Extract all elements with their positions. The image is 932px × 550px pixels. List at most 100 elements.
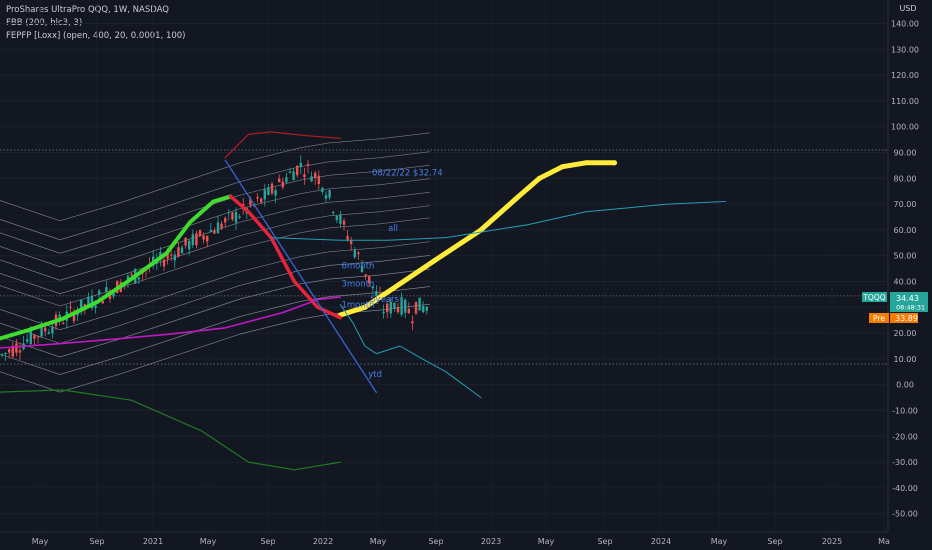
projection-point [559, 164, 565, 170]
candle-body [404, 299, 407, 313]
candle-body [18, 350, 22, 353]
y-tick-label: 40.00 [894, 278, 917, 287]
projection-point [513, 196, 519, 202]
indicator-fepfp: FEPFP [Loxx] (open, 400, 20, 0.0001, 100… [6, 31, 186, 41]
chart-annotation: ytd [368, 370, 382, 380]
projection-point [583, 160, 589, 166]
candle-body [389, 301, 392, 314]
candle-body [324, 195, 328, 199]
candle-body [382, 311, 385, 314]
symbol-tag-text: TQQQ [862, 293, 885, 302]
candle-body [292, 171, 295, 181]
x-tick-label: 2021 [143, 537, 163, 546]
candle-body [44, 327, 47, 332]
candle-body [47, 332, 50, 334]
candle-body [188, 240, 191, 250]
candle-body [206, 236, 209, 242]
candle-body [296, 165, 299, 176]
pre-market-price: 33.89 [895, 314, 918, 323]
candle-body [263, 189, 266, 200]
time-axis[interactable] [0, 532, 932, 550]
candle-body [278, 178, 281, 183]
candle-body [353, 250, 356, 258]
candle-body [90, 296, 94, 309]
candle-body [267, 187, 270, 195]
candle-body [209, 229, 212, 232]
series-line-magenta-line [0, 296, 342, 349]
candle-body [350, 240, 353, 244]
y-tick-label: 120.00 [891, 71, 919, 80]
candle-body [216, 222, 220, 234]
candle-body [80, 299, 83, 313]
candle-body [303, 174, 306, 178]
x-tick-label: Sep [428, 537, 443, 546]
envelope-band [0, 132, 431, 222]
candle-body [281, 181, 284, 188]
series-line-cyan-all [270, 201, 726, 241]
x-tick-label: Sep [767, 537, 782, 546]
candle-body [11, 345, 14, 357]
projection-point [611, 160, 617, 166]
symbol-tag [862, 292, 887, 302]
series-line-moving-average-green [0, 194, 233, 341]
candle-body [234, 211, 238, 223]
candle-body [137, 277, 140, 280]
x-tick-label: 2022 [313, 537, 333, 546]
candle-body [396, 306, 400, 313]
bar-countdown: 08:48:31 [896, 304, 925, 312]
candle-body [33, 334, 36, 339]
candle-body [288, 171, 292, 173]
candle-body [310, 176, 313, 182]
candle-body [8, 349, 11, 353]
y-tick-label: -50.00 [892, 510, 918, 519]
candle-body [198, 230, 202, 237]
candle-body [62, 322, 65, 324]
candle-body [94, 305, 97, 308]
x-tick-label: Sep [260, 537, 275, 546]
candle-body [83, 304, 86, 307]
envelope-band [0, 151, 431, 241]
candle-body [29, 329, 32, 344]
x-tick-label: May [32, 537, 49, 546]
candle-body [69, 306, 72, 308]
envelope-band [0, 164, 431, 254]
candle-body [162, 259, 166, 267]
y-tick-label: 10.00 [894, 355, 917, 364]
y-tick-label: -30.00 [892, 458, 918, 467]
x-tick-label: Sep [597, 537, 612, 546]
candle-body [126, 275, 130, 281]
y-tick-label: 50.00 [894, 252, 917, 261]
price-axis[interactable] [888, 0, 932, 532]
candle-body [98, 290, 101, 295]
candle-body [407, 308, 410, 314]
candle-body [112, 291, 115, 297]
pre-market-price-tag [890, 313, 918, 323]
candle-body [202, 235, 205, 240]
candle-body [180, 247, 184, 254]
x-tick-label: May [200, 537, 217, 546]
y-tick-label: 130.00 [891, 45, 919, 54]
candle-body [249, 198, 252, 206]
currency-label: USD [899, 4, 916, 13]
chart-annotation: 08/22/22 $32.74 [372, 169, 443, 179]
candle-body [270, 183, 274, 194]
envelope-band [0, 286, 431, 375]
candle-body [285, 177, 288, 183]
y-tick-label: 140.00 [891, 20, 919, 29]
y-tick-label: 100.00 [891, 123, 919, 132]
projection-point [537, 175, 543, 181]
series-line-top-band [224, 131, 341, 159]
candle-body [364, 274, 367, 277]
y-tick-label: 70.00 [894, 200, 917, 209]
candle-body [339, 214, 342, 224]
envelope-band [0, 178, 431, 268]
envelope-band [0, 205, 431, 295]
candle-body [4, 352, 7, 355]
last-price-text: 34.43 [896, 294, 919, 303]
candle-body [105, 286, 108, 293]
candle-body [328, 190, 331, 198]
candle-body [231, 212, 234, 220]
candle-body [418, 297, 421, 311]
